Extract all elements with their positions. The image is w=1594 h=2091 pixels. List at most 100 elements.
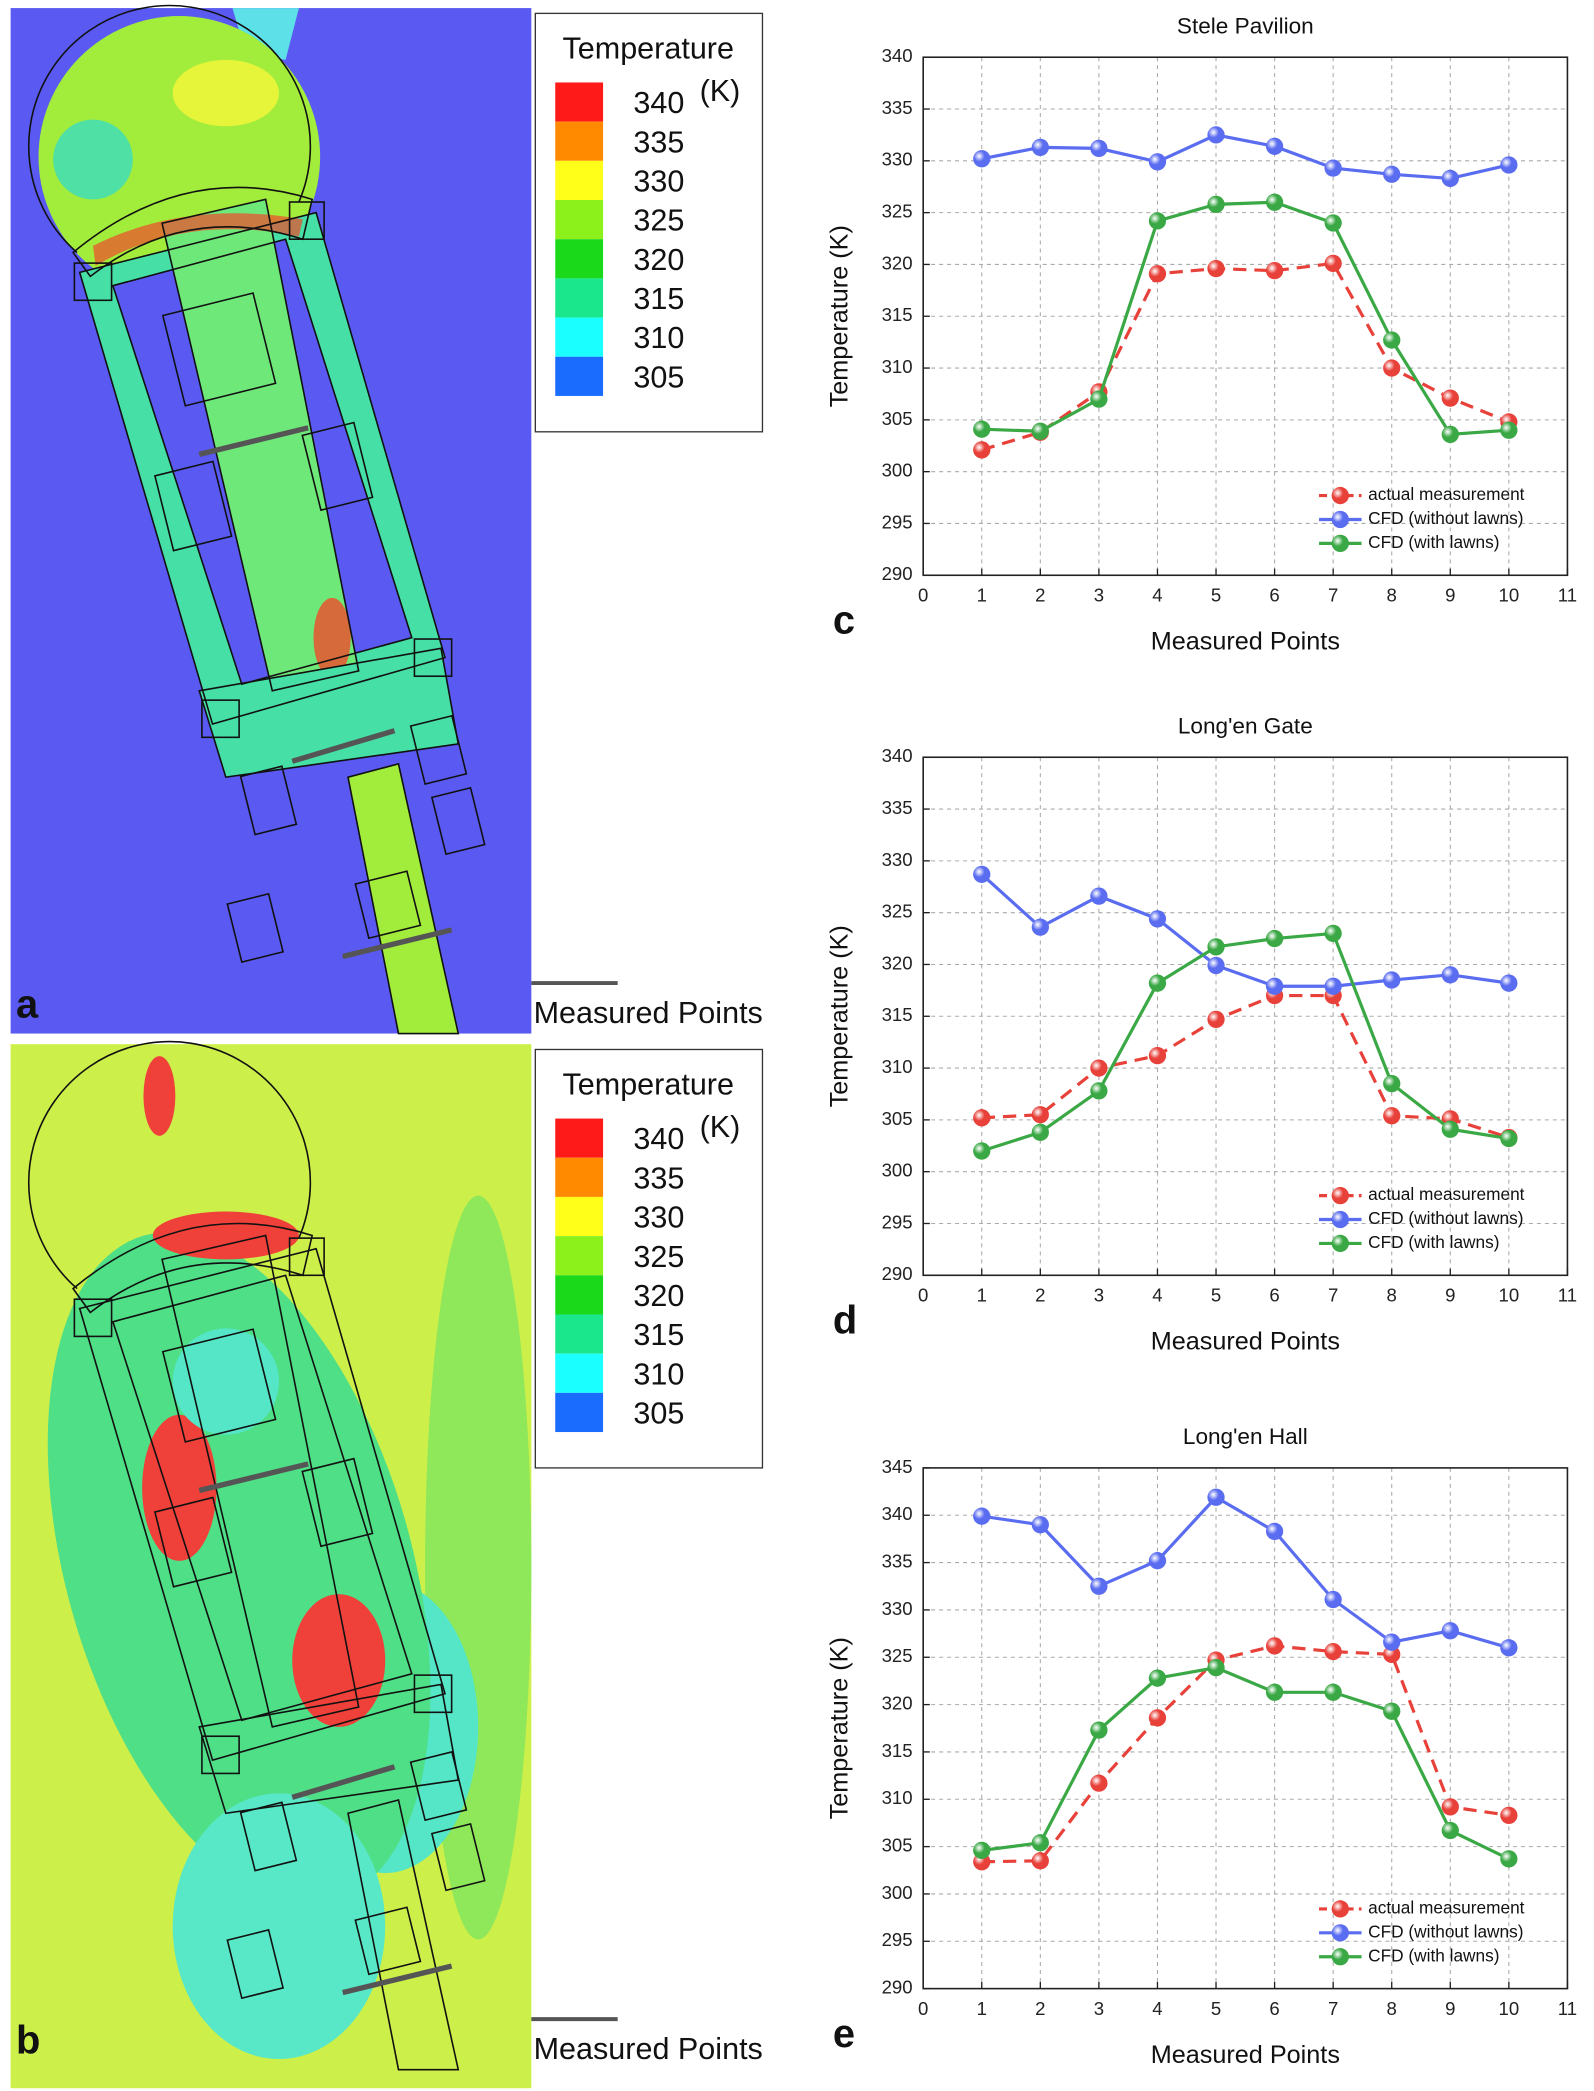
y-tick-label: 315 (882, 1740, 913, 1761)
legend-swatch (555, 278, 604, 318)
data-point (1148, 153, 1167, 171)
data-point (1265, 977, 1284, 995)
x-tick-label: 11 (1558, 1284, 1577, 1305)
y-tick-label: 340 (882, 45, 913, 66)
x-tick-label: 0 (918, 584, 928, 605)
data-point (1090, 1082, 1108, 1100)
x-tick-label: 1 (977, 1998, 987, 2019)
legend-marker (1331, 510, 1349, 529)
data-point (1324, 924, 1342, 943)
legend-unit: (K) (700, 74, 741, 108)
y-axis-label: Temperature (K) (825, 225, 853, 407)
data-point (1207, 956, 1225, 975)
x-tick-label: 7 (1328, 1284, 1338, 1305)
data-point (1031, 138, 1049, 156)
x-tick-label: 8 (1387, 1284, 1397, 1305)
legend-marker (1331, 1924, 1349, 1942)
y-tick-label: 310 (882, 356, 913, 377)
legend-label: CFD (with lawns) (1368, 1232, 1499, 1252)
data-point (1265, 1637, 1284, 1655)
legend-level: 310 (633, 1357, 684, 1391)
legend-label: CFD (with lawns) (1368, 1945, 1499, 1965)
data-point (1031, 1852, 1049, 1870)
y-tick-label: 315 (882, 1004, 913, 1025)
map-patch (47, 1232, 431, 1903)
legend-level: 315 (633, 1318, 684, 1352)
data-point (1265, 1522, 1284, 1540)
x-axis-label: Measured Points (1151, 628, 1340, 656)
data-point (1148, 910, 1167, 928)
data-point (1441, 966, 1459, 984)
legend-marker (1331, 1900, 1349, 1918)
x-tick-label: 6 (1269, 584, 1279, 605)
map-patch (172, 1793, 386, 2060)
x-tick-label: 8 (1387, 584, 1397, 605)
data-point (1324, 977, 1342, 995)
y-tick-label: 330 (882, 149, 913, 170)
y-tick-label: 330 (882, 849, 913, 870)
legend-marker (1331, 1948, 1349, 1966)
legend-swatch (555, 1236, 604, 1276)
x-tick-label: 3 (1094, 1998, 1104, 2019)
y-tick-label: 295 (882, 1211, 913, 1232)
y-tick-label: 315 (882, 304, 913, 325)
data-point (1148, 1709, 1167, 1727)
series-line (981, 993, 1510, 1140)
data-point (1031, 1834, 1049, 1852)
data-point (1324, 1590, 1342, 1609)
x-tick-label: 1 (977, 584, 987, 605)
data-point (1265, 929, 1284, 948)
x-axis-label: Measured Points (1151, 2041, 1340, 2069)
data-point (1441, 389, 1459, 407)
data-point (1500, 974, 1518, 992)
data-point (1148, 974, 1167, 992)
data-point (1324, 214, 1342, 232)
data-point (1090, 887, 1108, 905)
data-point (1265, 1683, 1284, 1701)
legend-level: 335 (633, 125, 684, 159)
series-line (981, 931, 1510, 1153)
y-tick-label: 325 (882, 901, 913, 922)
legend-swatch (555, 1314, 604, 1354)
legend-swatch (555, 1275, 604, 1315)
y-tick-label: 300 (882, 460, 913, 481)
plot-frame (922, 56, 1569, 577)
data-point (1090, 390, 1108, 408)
legend-label: actual measurement (1368, 484, 1524, 504)
data-point (1207, 195, 1225, 213)
data-point (1441, 169, 1459, 188)
legend-marker (1331, 1186, 1349, 1205)
legend-swatch (555, 200, 604, 240)
map-patch (348, 763, 459, 1034)
x-tick-label: 10 (1499, 1284, 1520, 1305)
y-tick-label: 305 (882, 1835, 913, 1856)
x-tick-label: 2 (1035, 1284, 1045, 1305)
data-point (1090, 1577, 1108, 1595)
y-tick-label: 310 (882, 1787, 913, 1808)
series-line (981, 1666, 1510, 1861)
y-tick-label: 335 (882, 1550, 913, 1571)
map-patch (152, 1211, 299, 1260)
legend-level: 340 (633, 86, 684, 120)
legend-title: Temperature (562, 32, 733, 66)
data-point (1383, 331, 1401, 349)
x-tick-label: 2 (1035, 1998, 1045, 2019)
data-point (1383, 1645, 1401, 1664)
legend-level: 320 (633, 1279, 684, 1313)
data-point (1265, 193, 1284, 211)
x-tick-label: 2 (1035, 584, 1045, 605)
legend-unit: (K) (700, 1110, 741, 1144)
legend-swatch (555, 239, 604, 279)
chart-title: Long'en Hall (1183, 1424, 1308, 1449)
map-patch (143, 1056, 176, 1136)
map-patch (172, 1328, 279, 1435)
plot-frame (922, 756, 1569, 1277)
x-tick-label: 11 (1558, 584, 1577, 605)
legend-swatch (555, 317, 604, 357)
legend-swatch (555, 1392, 604, 1433)
contour-map-b (10, 1042, 532, 2089)
y-tick-label: 300 (882, 1160, 913, 1181)
data-point (1324, 1642, 1342, 1661)
data-point (1090, 1774, 1108, 1792)
data-point (1441, 1821, 1459, 1840)
